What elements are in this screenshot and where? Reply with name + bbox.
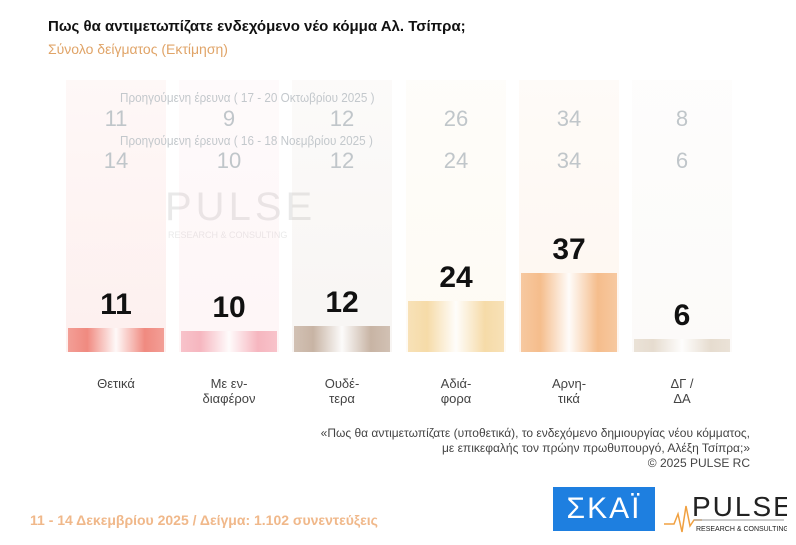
- column-background: [179, 80, 279, 352]
- data-label: 12: [325, 286, 359, 320]
- svg-text:RESEARCH & CONSULTING: RESEARCH & CONSULTING: [168, 230, 287, 240]
- data-label: 37: [552, 232, 586, 266]
- bar: [181, 330, 277, 352]
- previous-value: 6: [675, 148, 689, 173]
- svg-text:RESEARCH & CONSULTING: RESEARCH & CONSULTING: [696, 526, 787, 533]
- skai-logo: ΣΚΑΪ: [553, 487, 655, 531]
- chart-title: Πως θα αντιμετωπίζατε ενδεχόμενο νέο κόμ…: [48, 18, 466, 35]
- previous-value: 26: [443, 106, 469, 131]
- data-label: 6: [673, 299, 691, 333]
- previous-value: 34: [556, 148, 582, 173]
- footer-sample-info: 11 - 14 Δεκεμβρίου 2025 / Δείγμα: 1.102 …: [30, 512, 378, 528]
- column-background: [292, 80, 392, 352]
- question-quote: «Πως θα αντιμετωπίζατε (υποθετικά), το ε…: [321, 426, 750, 471]
- data-label: 11: [100, 288, 132, 322]
- category-label: ΔΓ / ΔΑ: [670, 376, 694, 406]
- category-label: Αρνη-τικά: [551, 376, 587, 406]
- previous-survey-label-2: Προηγούμενη έρευνα ( 16 - 18 Νοεμβρίου 2…: [120, 133, 373, 148]
- svg-text:PULSE: PULSE: [692, 491, 787, 522]
- bar: [521, 272, 617, 352]
- bar: [634, 339, 730, 352]
- column-background: [66, 80, 166, 352]
- previous-value: 9: [222, 106, 236, 131]
- previous-value: 10: [216, 148, 242, 173]
- copyright: © 2025 PULSE RC: [647, 456, 750, 470]
- column-background: [632, 80, 732, 352]
- previous-value: 24: [443, 148, 469, 173]
- previous-value: 12: [329, 148, 355, 173]
- bar: [68, 328, 164, 352]
- quote-line-1: «Πως θα αντιμετωπίζατε (υποθετικά), το ε…: [320, 426, 750, 440]
- previous-survey-label-1: Προηγούμενη έρευνα ( 17 - 20 Οκτωβρίου 2…: [120, 90, 375, 105]
- svg-text:PULSE: PULSE: [165, 185, 316, 229]
- previous-value: 8: [675, 106, 689, 131]
- data-label: 24: [439, 260, 473, 294]
- quote-line-2: με επικεφαλής τον πρώην πρωθυπουργό, Αλέ…: [441, 441, 750, 455]
- skai-logo-text: ΣΚΑΪ: [566, 492, 642, 525]
- category-label: Θετικά: [97, 376, 135, 391]
- category-label: Με εν-διαφέρον: [202, 376, 256, 406]
- bar: [408, 300, 504, 352]
- category-label: Ουδέ-τερα: [324, 376, 360, 406]
- previous-value: 34: [556, 106, 582, 131]
- data-label: 10: [212, 290, 246, 324]
- category-label: Αδιά-φορα: [440, 376, 472, 406]
- bar: [294, 326, 390, 352]
- previous-value: 14: [103, 148, 129, 173]
- chart-subtitle: Σύνολο δείγματος (Εκτίμηση): [48, 41, 228, 57]
- previous-value: 12: [329, 106, 355, 131]
- previous-value: 11: [104, 106, 128, 131]
- pulse-logo: PULSE RESEARCH & CONSULTING: [662, 486, 792, 536]
